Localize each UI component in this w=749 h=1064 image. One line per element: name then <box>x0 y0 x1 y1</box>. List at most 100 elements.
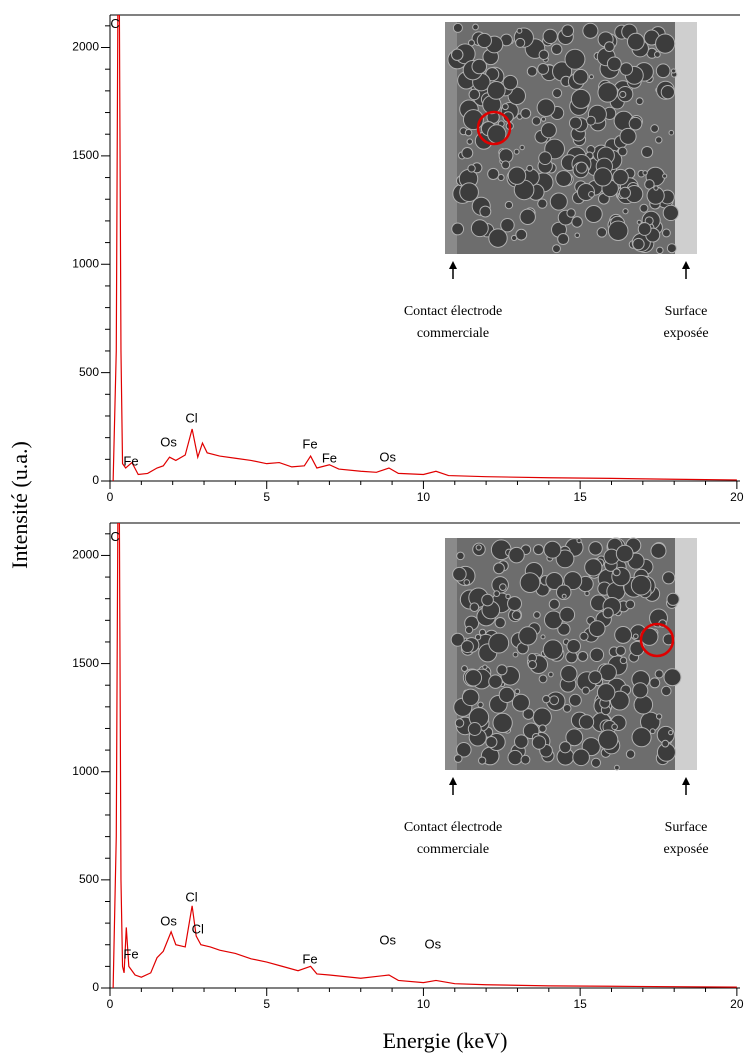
pore <box>538 151 552 166</box>
peak-label: Cl <box>192 921 204 936</box>
pore <box>493 590 501 598</box>
pore <box>577 650 589 662</box>
pore <box>588 74 594 80</box>
pore <box>486 80 506 100</box>
pore <box>487 167 500 180</box>
inset-caption: Contact électrode <box>404 820 502 835</box>
pore <box>456 551 465 561</box>
inset-image <box>445 537 697 771</box>
pore <box>571 216 583 228</box>
pore <box>549 192 568 211</box>
pore <box>568 693 582 707</box>
peak-label: Fe <box>123 453 138 468</box>
pore <box>510 234 518 242</box>
peak-label: Os <box>379 449 396 464</box>
y-tick-label: 2000 <box>72 548 99 562</box>
pore <box>537 198 548 209</box>
peak-label: Fe <box>302 436 317 451</box>
pore <box>519 572 541 593</box>
pore <box>505 593 511 600</box>
pore <box>636 219 642 225</box>
pore <box>653 51 661 58</box>
pore <box>522 708 535 720</box>
pore <box>459 182 479 203</box>
pore <box>589 647 605 663</box>
pore <box>635 97 644 106</box>
pore <box>576 537 582 544</box>
pore <box>470 219 489 238</box>
pore <box>533 544 544 556</box>
pore <box>545 571 564 591</box>
y-tick-label: 500 <box>79 365 99 379</box>
pore <box>655 713 663 720</box>
pore <box>602 607 614 619</box>
spectrum-line <box>112 15 737 481</box>
y-tick-label: 0 <box>92 473 99 487</box>
pore <box>499 583 507 591</box>
pore <box>474 634 482 641</box>
x-tick-label: 15 <box>573 490 587 504</box>
pore <box>615 645 626 657</box>
pore <box>481 593 494 607</box>
pore <box>666 592 680 606</box>
pore <box>662 228 671 238</box>
pore <box>559 741 572 754</box>
pore <box>464 128 473 137</box>
pore <box>452 566 467 582</box>
pore <box>460 640 474 654</box>
pore <box>662 173 668 179</box>
pore <box>497 173 505 182</box>
pore <box>519 144 525 151</box>
pore <box>552 244 561 254</box>
pore <box>565 728 584 747</box>
pore <box>586 115 596 126</box>
pore <box>663 668 682 687</box>
pore <box>572 68 589 85</box>
y-tick-label: 1500 <box>72 148 99 162</box>
pore <box>584 558 603 577</box>
peak-label: Fe <box>123 947 138 962</box>
pore <box>479 205 492 218</box>
y-axis-label: Intensité (u.a.) <box>7 441 32 569</box>
pore <box>588 541 603 556</box>
pore <box>488 228 508 248</box>
pore <box>566 638 581 654</box>
pore <box>655 33 676 54</box>
pore <box>450 632 465 647</box>
pore <box>668 129 675 136</box>
pore <box>661 685 672 697</box>
x-tick-label: 10 <box>417 997 431 1011</box>
pore <box>633 694 654 715</box>
pore <box>454 718 465 728</box>
pore <box>520 754 531 765</box>
peak-label: Fe <box>302 952 317 967</box>
y-tick-label: 0 <box>92 980 99 994</box>
pore <box>566 208 576 218</box>
pore <box>619 90 627 99</box>
pore <box>542 694 551 704</box>
pore <box>584 204 603 223</box>
peak-label: Os <box>379 933 396 948</box>
y-tick-label: 2000 <box>72 40 99 54</box>
pore <box>498 686 515 704</box>
inset-caption: exposée <box>663 326 708 341</box>
pore <box>555 584 572 601</box>
pore <box>452 22 463 33</box>
pore <box>650 124 659 133</box>
pore <box>655 63 671 79</box>
pore <box>572 748 590 767</box>
inset-caption: commerciale <box>417 326 489 341</box>
pore <box>515 37 526 48</box>
pore <box>662 571 676 585</box>
pore <box>606 56 622 72</box>
pore <box>464 669 483 687</box>
pore <box>599 663 617 682</box>
pore <box>542 639 564 660</box>
pore <box>456 742 472 758</box>
pore <box>488 674 503 689</box>
pore <box>578 714 595 730</box>
pore <box>532 707 552 727</box>
pore <box>504 200 514 210</box>
pore <box>653 185 659 191</box>
pore <box>618 186 631 199</box>
